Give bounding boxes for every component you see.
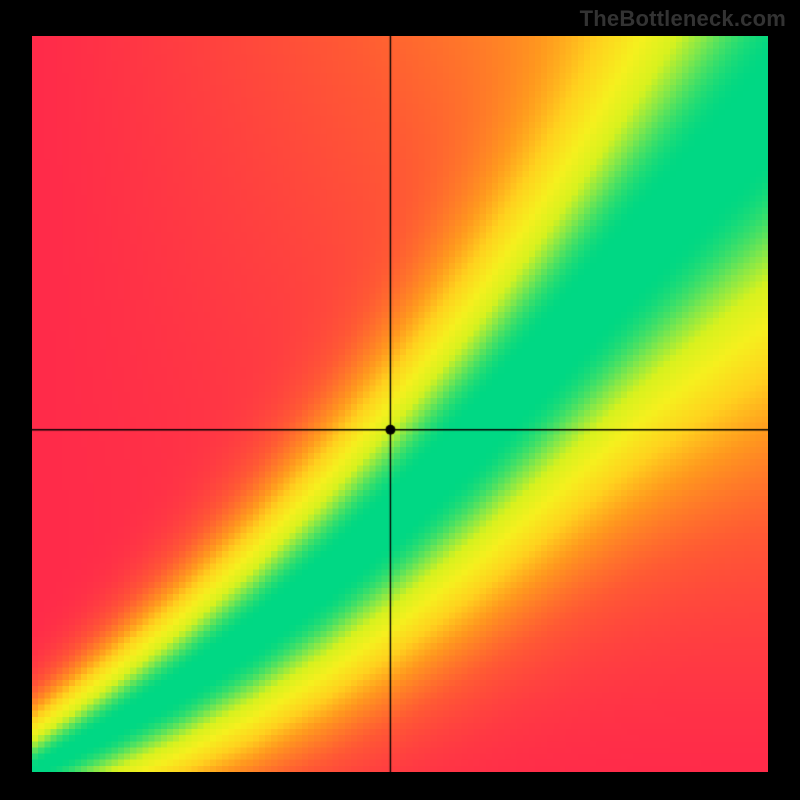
watermark-text: TheBottleneck.com	[580, 6, 786, 32]
chart-wrapper: { "watermark": { "text": "TheBottleneck.…	[0, 0, 800, 800]
crosshair-overlay	[32, 36, 768, 772]
